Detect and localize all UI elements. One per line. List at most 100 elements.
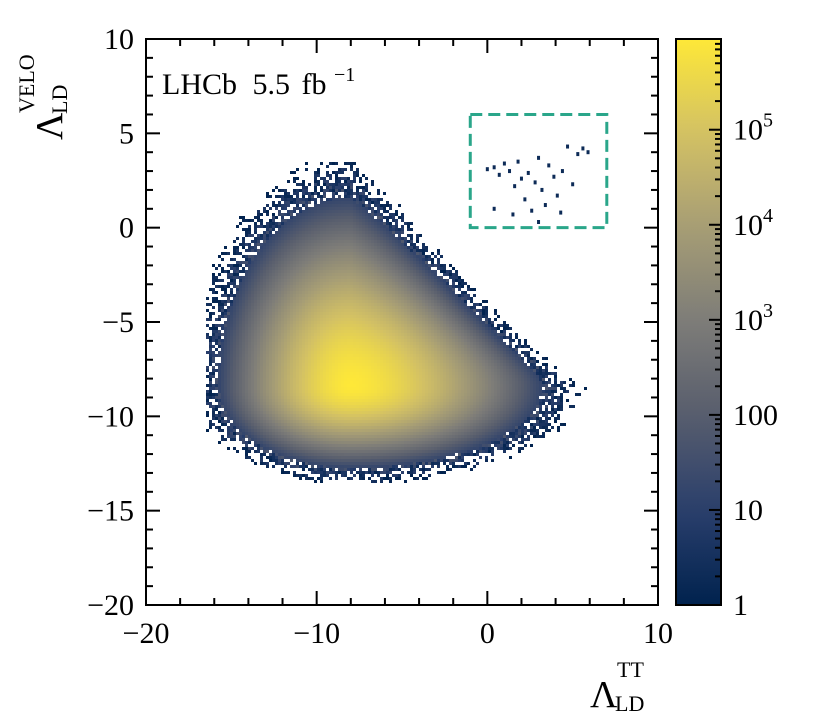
heatmap-cell: [212, 351, 215, 354]
heatmap-cell: [380, 333, 383, 336]
heatmap-cell: [269, 228, 272, 231]
heatmap-cell: [332, 201, 335, 204]
heatmap-cell: [374, 351, 377, 354]
heatmap-cell: [302, 249, 305, 252]
heatmap-cell: [311, 378, 314, 381]
heatmap-cell: [320, 219, 323, 222]
heatmap-cell: [311, 363, 314, 366]
heatmap-cell: [239, 330, 242, 333]
heatmap-cell: [512, 369, 515, 372]
heatmap-cell: [260, 351, 263, 354]
heatmap-cell: [299, 285, 302, 288]
heatmap-cell: [326, 255, 329, 258]
heatmap-cell: [374, 234, 377, 237]
heatmap-cell: [299, 339, 302, 342]
heatmap-cell: [245, 261, 248, 264]
heatmap-cell: [374, 270, 377, 273]
heatmap-cell: [374, 297, 377, 300]
heatmap-cell: [440, 294, 443, 297]
heatmap-cell: [503, 327, 506, 330]
heatmap-cell: [431, 330, 434, 333]
heatmap-cell: [374, 279, 377, 282]
heatmap-cell: [236, 372, 239, 375]
heatmap-cell: [404, 306, 407, 309]
heatmap-cell: [329, 264, 332, 267]
heatmap-cell: [230, 372, 233, 375]
heatmap-cell: [398, 360, 401, 363]
heatmap-cell: [416, 237, 419, 240]
heatmap-cell: [401, 351, 404, 354]
heatmap-cell: [341, 288, 344, 291]
heatmap-cell: [272, 381, 275, 384]
heatmap-cell: [311, 315, 314, 318]
heatmap-cell: [341, 267, 344, 270]
heatmap-cell: [392, 285, 395, 288]
heatmap-cell: [287, 381, 290, 384]
heatmap-cell: [257, 375, 260, 378]
heatmap-cell: [209, 303, 212, 306]
heatmap-cell: [359, 321, 362, 324]
heatmap-cell: [350, 300, 353, 303]
heatmap-cell: [488, 366, 491, 369]
heatmap-cell: [329, 291, 332, 294]
heatmap-cell: [230, 330, 233, 333]
heatmap-cell: [425, 363, 428, 366]
heatmap-cell: [386, 225, 389, 228]
heatmap-cell: [311, 312, 314, 315]
heatmap-cell: [365, 186, 368, 189]
heatmap-cell: [257, 267, 260, 270]
heatmap-cell: [320, 357, 323, 360]
heatmap-cell: [371, 276, 374, 279]
heatmap-cell: [317, 294, 320, 297]
heatmap-cell: [323, 255, 326, 258]
heatmap-cell: [239, 270, 242, 273]
heatmap-cell: [311, 375, 314, 378]
heatmap-cell: [329, 276, 332, 279]
heatmap-cell: [377, 303, 380, 306]
heatmap-cell: [353, 234, 356, 237]
heatmap-cell: [392, 324, 395, 327]
heatmap-cell: [344, 219, 347, 222]
heatmap-cell: [398, 276, 401, 279]
heatmap-cell: [359, 255, 362, 258]
heatmap-cell: [461, 372, 464, 375]
heatmap-cell: [437, 291, 440, 294]
heatmap-cell: [353, 231, 356, 234]
heatmap-cell: [353, 213, 356, 216]
heatmap-cell: [365, 246, 368, 249]
heatmap-cell: [404, 252, 407, 255]
heatmap-cell: [455, 339, 458, 342]
heatmap-cell: [347, 309, 350, 312]
heatmap-cell: [251, 342, 254, 345]
heatmap-cell: [266, 210, 269, 213]
heatmap-cell: [503, 369, 506, 372]
heatmap-cell: [296, 345, 299, 348]
heatmap-cell: [425, 357, 428, 360]
heatmap-cell: [311, 249, 314, 252]
heatmap-cell: [248, 360, 251, 363]
heatmap-cell: [383, 315, 386, 318]
heatmap-cell: [212, 264, 215, 267]
heatmap-cell: [389, 324, 392, 327]
heatmap-cell: [362, 198, 365, 201]
heatmap-cell: [374, 309, 377, 312]
heatmap-cell: [401, 216, 404, 219]
heatmap-cell: [437, 303, 440, 306]
heatmap-cell: [236, 294, 239, 297]
heatmap-cell: [383, 204, 386, 207]
heatmap-cell: [407, 342, 410, 345]
heatmap-cell: [236, 369, 239, 372]
heatmap-cell: [281, 255, 284, 258]
heatmap-cell: [263, 321, 266, 324]
heatmap-cell: [245, 279, 248, 282]
heatmap-cell: [287, 261, 290, 264]
heatmap-cell: [338, 363, 341, 366]
heatmap-cell: [335, 351, 338, 354]
heatmap-cell: [302, 225, 305, 228]
heatmap-cell: [410, 339, 413, 342]
heatmap-cell: [212, 336, 215, 339]
heatmap-cell: [269, 381, 272, 384]
heatmap-cell: [260, 318, 263, 321]
heatmap-cell: [332, 351, 335, 354]
heatmap-cell: [266, 249, 269, 252]
